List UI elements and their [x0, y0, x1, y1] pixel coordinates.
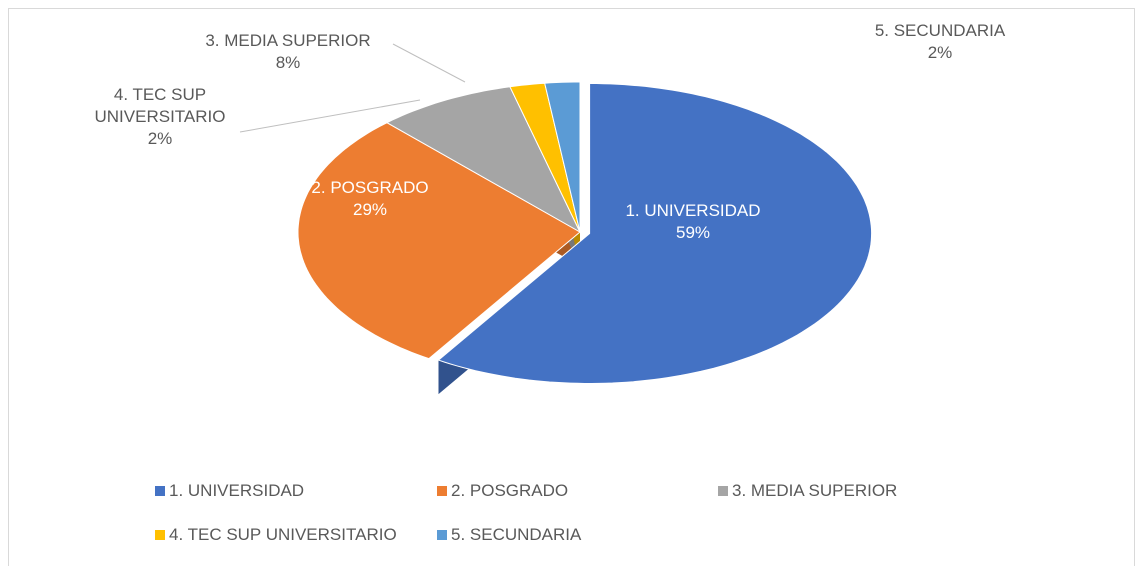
label-text: 2%: [927, 43, 953, 62]
data-label: 3. MEDIA SUPERIOR 8%: [188, 30, 388, 74]
label-text: 1. UNIVERSIDAD: [625, 201, 761, 220]
legend-label: 2. POSGRADO: [451, 481, 569, 500]
chart-border: [8, 8, 1135, 566]
legend-item: 4. TEC SUP UNIVERSITARIO: [155, 525, 397, 545]
legend-swatch: [718, 486, 728, 496]
legend-label: 3. MEDIA SUPERIOR: [732, 481, 898, 500]
slice: [437, 83, 873, 384]
legend-item: 5. SECUNDARIA: [437, 525, 581, 545]
data-label: 2. POSGRADO 29%: [290, 177, 450, 221]
legend-item: 1. UNIVERSIDAD: [155, 481, 304, 501]
slice: [509, 82, 581, 233]
legend-label: 4. TEC SUP UNIVERSITARIO: [169, 525, 397, 544]
legend-swatch: [437, 486, 447, 496]
label-text: 2. POSGRADO: [311, 178, 429, 197]
legend-item: 2. POSGRADO: [437, 481, 568, 501]
data-label: 5. SECUNDARIA 2%: [850, 20, 1030, 64]
label-text: 29%: [352, 200, 388, 219]
legend-label: 5. SECUNDARIA: [451, 525, 582, 544]
label-text: 5. SECUNDARIA: [874, 21, 1006, 40]
label-text: 3. MEDIA SUPERIOR: [205, 31, 371, 50]
label-text: 8%: [275, 53, 301, 72]
data-label: 1. UNIVERSIDAD 59%: [593, 200, 793, 244]
slice: [544, 81, 581, 233]
slice: [385, 86, 582, 234]
legend-item: 3. MEDIA SUPERIOR: [718, 481, 897, 501]
label-text: 2%: [147, 129, 173, 148]
legend-swatch: [155, 486, 165, 496]
leader-line: [392, 43, 466, 83]
data-label: 4. TEC SUP UNIVERSITARIO 2%: [90, 84, 230, 150]
slice: [297, 122, 581, 360]
legend-swatch: [155, 530, 165, 540]
label-text: 59%: [675, 223, 711, 242]
legend-label: 1. UNIVERSIDAD: [169, 481, 305, 500]
label-text: 4. TEC SUP UNIVERSITARIO: [94, 85, 226, 126]
legend-swatch: [437, 530, 447, 540]
leader-line: [239, 99, 421, 133]
